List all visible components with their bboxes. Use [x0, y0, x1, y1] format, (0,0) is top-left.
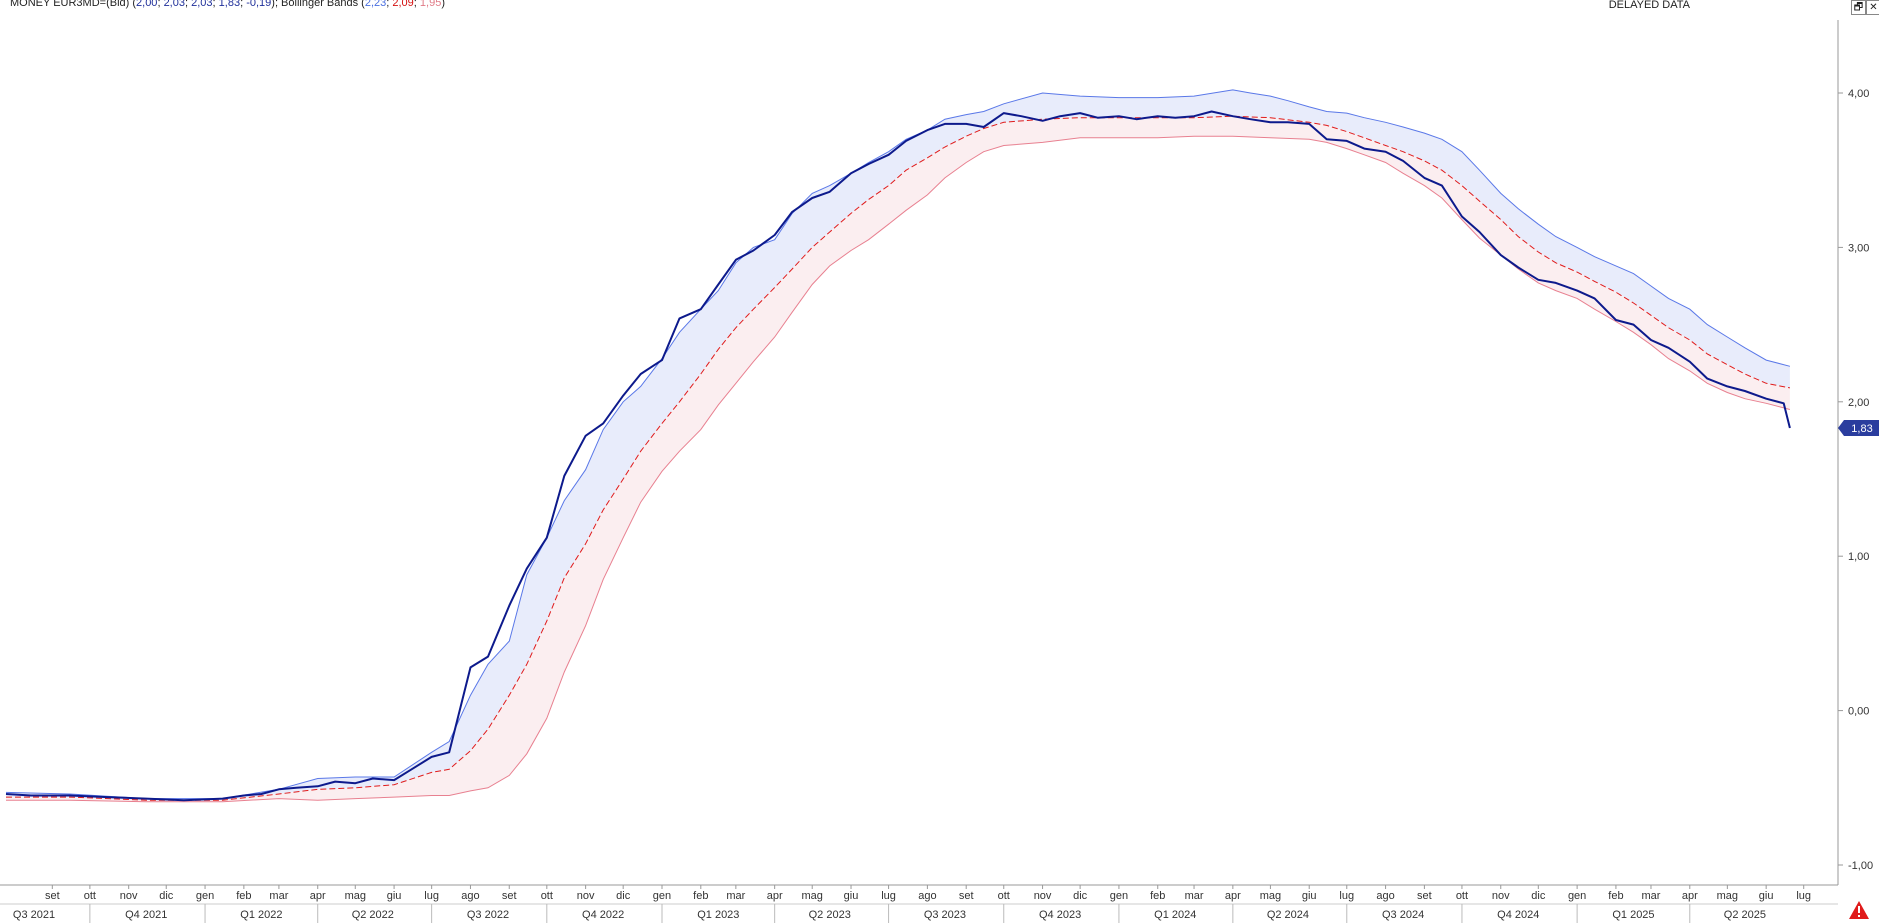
month-label: mag — [1260, 890, 1281, 902]
quarter-label: Q4 2022 — [582, 909, 624, 921]
ohlc-value-high: 2,03 — [163, 0, 185, 9]
header-suffix: ) — [441, 0, 446, 9]
quarter-label: Q2 2023 — [809, 909, 851, 921]
quarter-label: Q3 2023 — [924, 909, 966, 921]
month-label: apr — [310, 890, 326, 902]
month-label: apr — [1225, 890, 1241, 902]
month-label: gen — [1110, 890, 1128, 902]
month-label: ago — [461, 890, 479, 902]
quarter-label: Q4 2023 — [1039, 909, 1081, 921]
y-tick-label: -1,00 — [1848, 860, 1873, 872]
month-label: lug — [881, 890, 896, 902]
month-label: set — [45, 890, 60, 902]
y-tick-label: 1,00 — [1848, 551, 1869, 563]
quarter-label: Q4 2021 — [125, 909, 167, 921]
bollinger-upper-value: 2,23 — [364, 0, 387, 9]
month-label: giu — [387, 890, 402, 902]
month-label: gen — [196, 890, 214, 902]
month-label: mar — [269, 890, 288, 902]
quarter-label: Q3 2024 — [1382, 909, 1424, 921]
quarter-label: Q4 2024 — [1497, 909, 1539, 921]
month-label: giu — [1302, 890, 1317, 902]
month-label: nov — [120, 890, 138, 902]
month-label: feb — [1608, 890, 1623, 902]
quarter-label: Q1 2024 — [1154, 909, 1196, 921]
month-label: mar — [1642, 890, 1661, 902]
quarter-label: Q2 2025 — [1724, 909, 1766, 921]
month-label: lug — [1796, 890, 1811, 902]
last-value-badge-text: 1,83 — [1851, 423, 1872, 435]
month-label: nov — [1492, 890, 1510, 902]
month-label: dic — [159, 890, 174, 902]
price-line — [5, 110, 1791, 802]
month-label: ott — [84, 890, 96, 902]
x-axis: set ott nov dic gen feb mar apr mag giu lug ago set o… — [0, 884, 1838, 923]
bollinger-lower-line — [6, 135, 1791, 803]
ohlc-value-change: -0,19 — [246, 0, 272, 9]
month-label: mag — [345, 890, 366, 902]
close-window-button[interactable]: ✕ — [1866, 0, 1879, 15]
month-label: feb — [693, 890, 708, 902]
y-axis: 4,00 3,00 2,00 1,00 0,00 -1,00 — [1837, 20, 1873, 885]
ohlc-value-open: 2,00 — [136, 0, 158, 9]
quarter-label: Q1 2025 — [1612, 909, 1654, 921]
y-tick-label: 0,00 — [1848, 706, 1869, 718]
y-tick-label: 2,00 — [1848, 397, 1869, 409]
month-label: ott — [541, 890, 553, 902]
bollinger-fill — [6, 89, 1790, 802]
warning-icon[interactable] — [1848, 900, 1870, 920]
quarter-label: Q1 2023 — [697, 909, 739, 921]
month-label: apr — [1682, 890, 1698, 902]
month-label: feb — [1150, 890, 1165, 902]
month-label: lug — [424, 890, 439, 902]
month-label: giu — [844, 890, 859, 902]
bollinger-middle-line — [6, 115, 1790, 801]
month-label: ott — [1456, 890, 1468, 902]
quarter-label: Q3 2021 — [13, 909, 55, 921]
month-label: mar — [1185, 890, 1204, 902]
month-label: ago — [918, 890, 936, 902]
quarter-label: Q2 2022 — [352, 909, 394, 921]
month-label: mar — [726, 890, 745, 902]
last-value-badge: 1,83 — [1838, 420, 1879, 437]
month-label: nov — [1034, 890, 1052, 902]
chart-series — [5, 89, 1791, 803]
month-label: dic — [1531, 890, 1546, 902]
month-label: set — [502, 890, 517, 902]
instrument-label: MONEY EUR3MD=(Bid) ( — [10, 0, 137, 9]
month-label: feb — [236, 890, 251, 902]
month-label: mag — [802, 890, 823, 902]
month-label: set — [959, 890, 974, 902]
quarter-label: Q3 2022 — [467, 909, 509, 921]
month-label: nov — [577, 890, 595, 902]
month-label: set — [1417, 890, 1432, 902]
bollinger-upper-line — [5, 89, 1791, 800]
month-label: dic — [1073, 890, 1088, 902]
last-value-badge-shape — [1838, 420, 1879, 437]
month-label: mag — [1717, 890, 1738, 902]
ohlc-value-close: 2,03 — [191, 0, 213, 9]
y-tick-label: 4,00 — [1848, 88, 1869, 100]
month-label: gen — [653, 890, 671, 902]
y-tick-label: 3,00 — [1848, 242, 1869, 254]
month-label: ott — [998, 890, 1010, 902]
restore-window-button[interactable]: 🗗 — [1851, 0, 1866, 15]
quarter-label: Q1 2022 — [240, 909, 282, 921]
bollinger-lower-value: 1,95 — [419, 0, 442, 9]
month-label: giu — [1759, 890, 1774, 902]
ohlc-value-low: 1,83 — [218, 0, 241, 9]
month-label: ago — [1376, 890, 1394, 902]
month-label: lug — [1339, 890, 1354, 902]
month-label: apr — [767, 890, 783, 902]
month-label: dic — [616, 890, 631, 902]
bollinger-middle-value: 2,09 — [392, 0, 414, 9]
chart-header: MONEY EUR3MD=(Bid) (2,00; 2,03; 2,03; 1,… — [10, 0, 445, 9]
month-label: gen — [1568, 890, 1586, 902]
delayed-data-label: DELAYED DATA — [1608, 0, 1690, 11]
quarter-label: Q2 2024 — [1267, 909, 1309, 921]
bollinger-label: ); Bollinger Bands ( — [271, 0, 365, 9]
